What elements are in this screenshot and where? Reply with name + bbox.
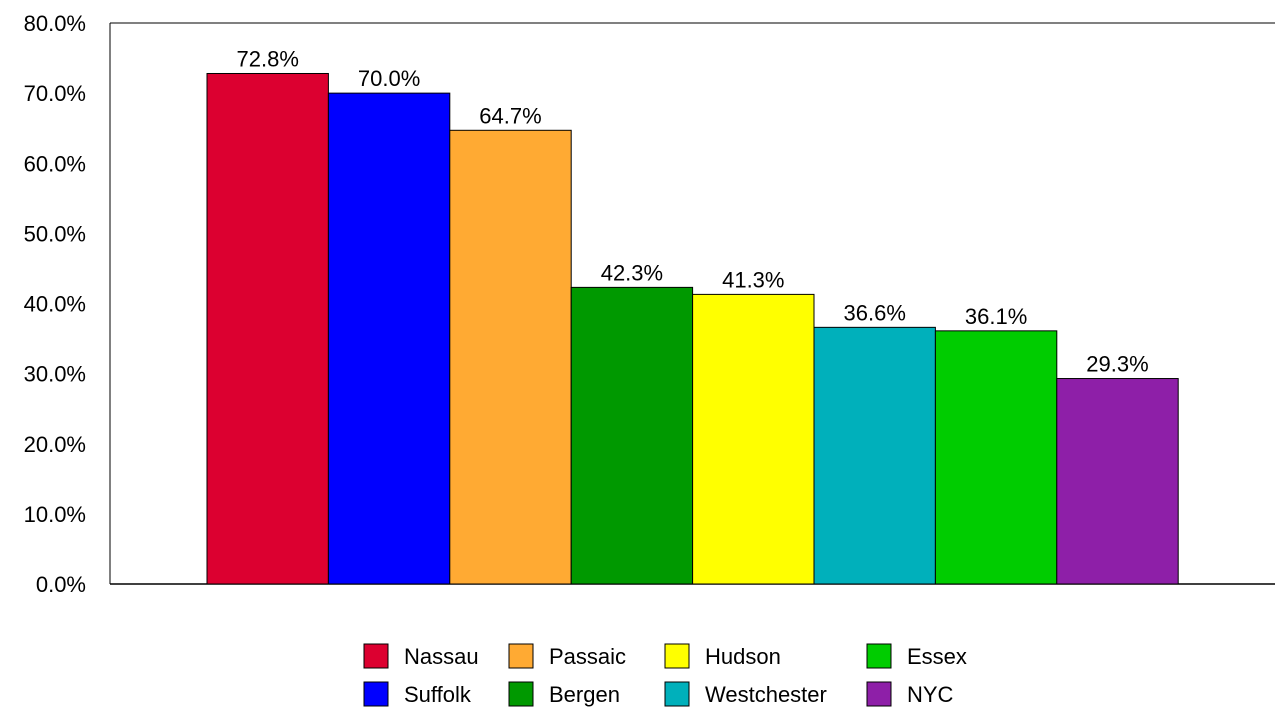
legend-item-westchester: Westchester	[664, 681, 827, 707]
data-label-nyc: 29.3%	[1086, 352, 1148, 377]
legend-item-nassau: Nassau	[363, 643, 479, 669]
legend-item-passaic: Passaic	[508, 643, 626, 669]
data-label-passaic: 64.7%	[479, 103, 541, 128]
legend-label: NYC	[907, 682, 954, 707]
y-tick-label: 70.0%	[24, 81, 86, 106]
bar-nyc	[1056, 378, 1179, 585]
legend-label: Westchester	[705, 682, 827, 707]
y-tick-label: 30.0%	[24, 362, 86, 387]
legend-label: Bergen	[549, 682, 620, 707]
legend-item-hudson: Hudson	[664, 643, 781, 669]
legend-item-bergen: Bergen	[508, 681, 620, 707]
legend-label: Suffolk	[404, 682, 472, 707]
legend-label: Hudson	[705, 644, 781, 669]
legend-label: Nassau	[404, 644, 479, 669]
legend-swatch	[866, 681, 892, 707]
y-tick-label: 10.0%	[24, 502, 86, 527]
legend-swatch	[664, 643, 690, 669]
bar-passaic	[449, 129, 572, 585]
y-axis: 0.0% 10.0% 20.0% 30.0% 40.0% 50.0% 60.0% 70.0% 8…	[24, 11, 86, 597]
data-label-essex: 36.1%	[965, 304, 1027, 329]
bars	[206, 72, 1179, 585]
data-label-suffolk: 70.0%	[358, 66, 420, 91]
y-tick-label: 80.0%	[24, 11, 86, 36]
legend-label: Essex	[907, 644, 967, 669]
legend-swatch	[363, 681, 389, 707]
legend-item-essex: Essex	[866, 643, 967, 669]
legend-label: Passaic	[549, 644, 626, 669]
legend-swatch	[508, 681, 534, 707]
data-label-nassau: 72.8%	[237, 46, 299, 71]
legend-item-suffolk: Suffolk	[363, 681, 472, 707]
legend-swatch	[508, 643, 534, 669]
bar-suffolk	[327, 92, 451, 585]
legend-swatch	[664, 681, 690, 707]
bar-nassau	[206, 72, 329, 585]
legend-swatch	[363, 643, 389, 669]
legend-item-nyc: NYC	[866, 681, 954, 707]
bar-essex	[934, 330, 1058, 585]
y-tick-label: 60.0%	[24, 151, 86, 176]
data-labels: 72.8% 70.0% 64.7% 42.3% 41.3% 36.6% 36.1% 29.3%	[237, 46, 1149, 376]
y-tick-label: 0.0%	[36, 572, 86, 597]
legend: Nassau Suffolk Passaic Bergen Hudson Westches…	[363, 643, 967, 707]
bar-westchester	[813, 326, 936, 585]
legend-swatch	[866, 643, 892, 669]
bar-hudson	[692, 293, 815, 585]
data-label-bergen: 42.3%	[601, 260, 663, 285]
y-tick-label: 20.0%	[24, 432, 86, 457]
y-tick-label: 50.0%	[24, 221, 86, 246]
bar-bergen	[570, 286, 694, 585]
data-label-westchester: 36.6%	[844, 300, 906, 325]
y-tick-label: 40.0%	[24, 292, 86, 317]
data-label-hudson: 41.3%	[722, 267, 784, 292]
